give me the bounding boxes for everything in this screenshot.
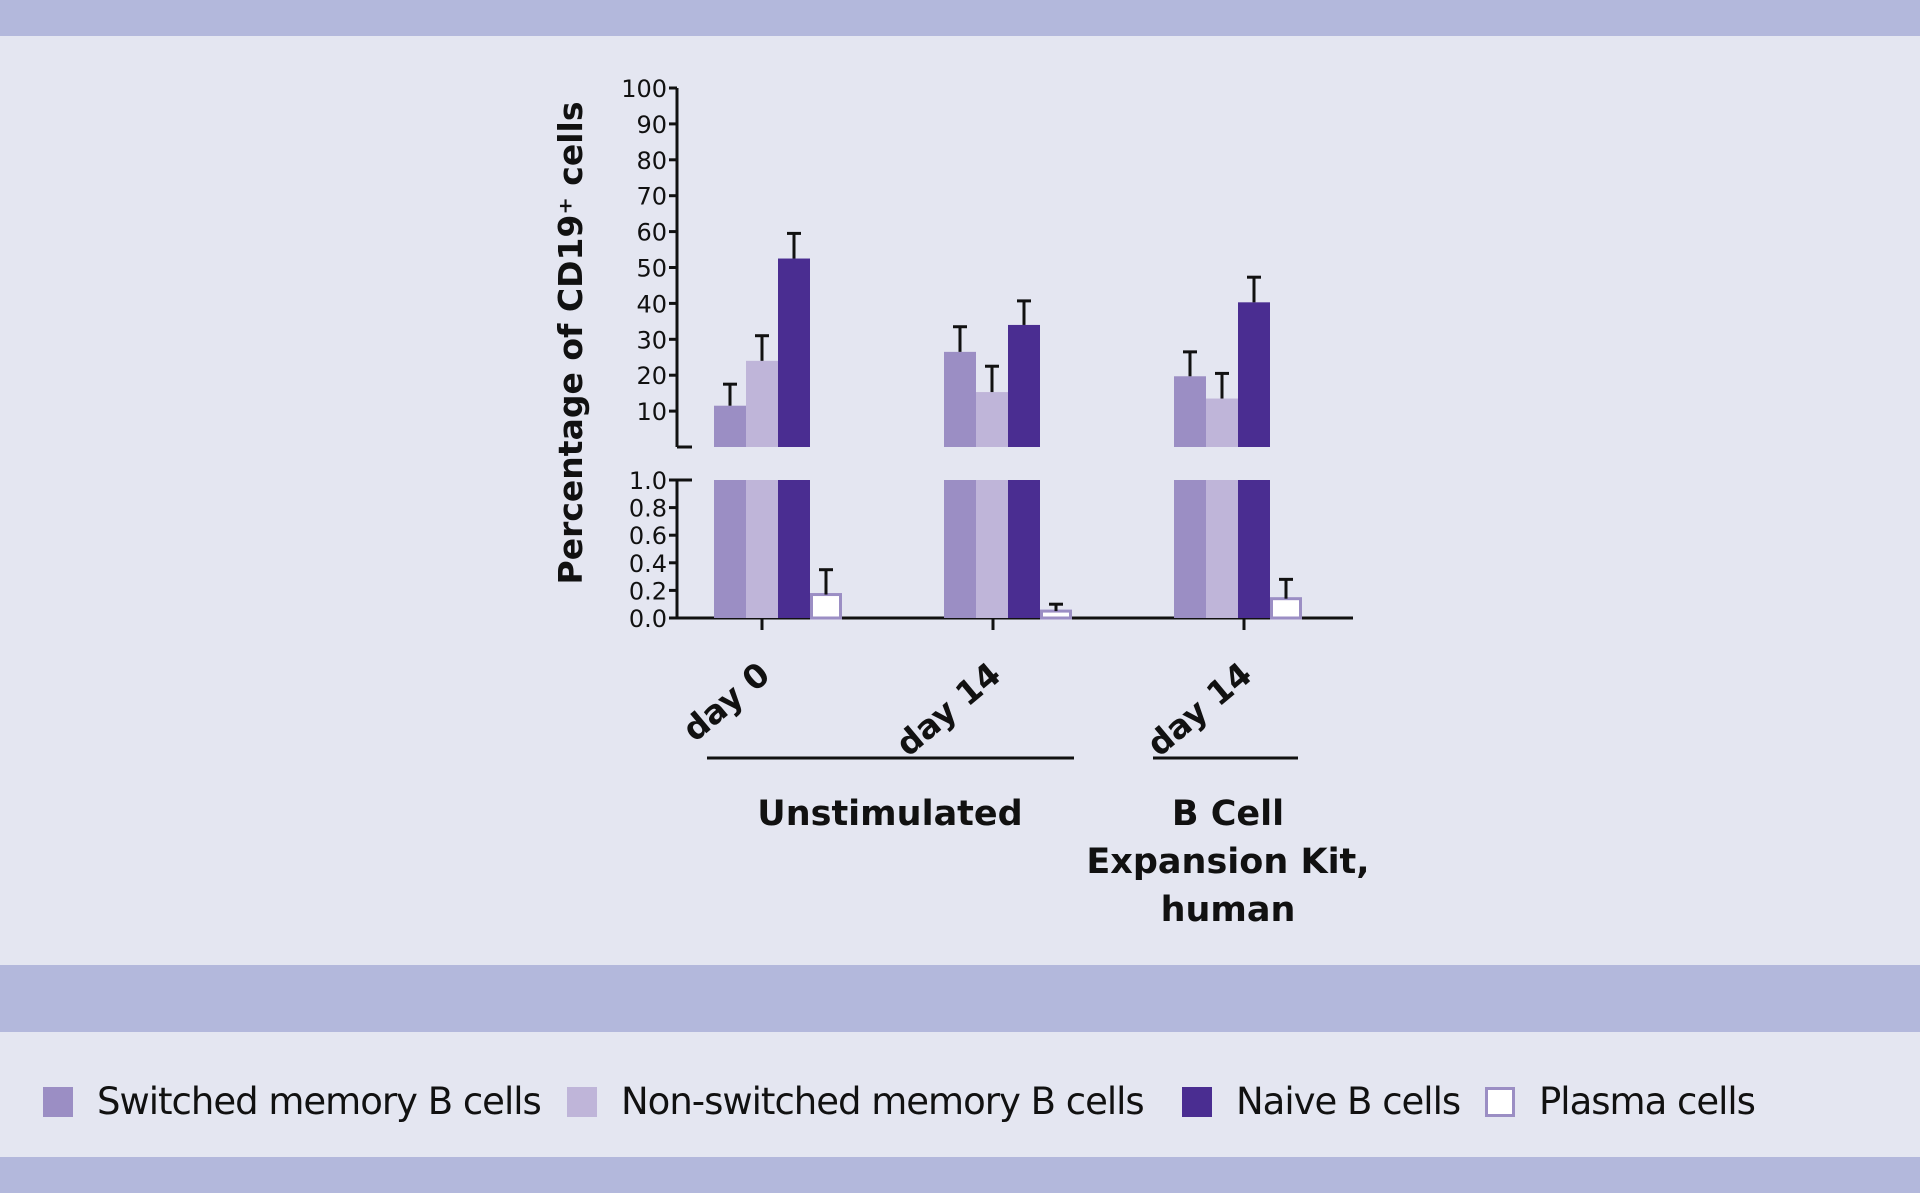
y-tick-label: 0.2 <box>629 577 667 605</box>
bar-upper <box>714 405 746 447</box>
legend-label: Plasma cells <box>1539 1080 1756 1123</box>
y-tick-label: 40 <box>636 290 667 318</box>
legend-label: Naive B cells <box>1236 1080 1461 1123</box>
bar-lower <box>944 480 976 618</box>
bottom-band <box>0 1157 1920 1193</box>
bar-plasma <box>1040 609 1072 620</box>
legend-item-plasma: Plasma cells <box>1485 1080 1756 1123</box>
y-tick-label: 100 <box>621 75 667 103</box>
bar-lower <box>1008 480 1040 618</box>
y-tick-label: 50 <box>636 255 667 283</box>
y-tick-label: 0.0 <box>629 605 667 633</box>
legend-swatch <box>567 1086 597 1117</box>
y-tick-label: 60 <box>636 219 667 247</box>
y-tick-label: 10 <box>636 398 667 426</box>
bar-upper <box>944 351 976 447</box>
bar-upper <box>976 392 1008 447</box>
legend-swatch <box>43 1086 73 1117</box>
middle-band <box>0 965 1920 1032</box>
bar-upper <box>1238 302 1270 447</box>
y-axis-label: Percentage of CD19⁺ cells <box>551 102 590 585</box>
bar-lower <box>746 480 778 618</box>
x-tick-label: day 0 <box>675 654 777 749</box>
y-tick-label: 20 <box>636 362 667 390</box>
y-tick-label: 70 <box>636 183 667 211</box>
bar-lower <box>714 480 746 618</box>
y-tick-label: 0.8 <box>629 495 667 523</box>
legend-item-switched-memory: Switched memory B cells <box>43 1080 542 1123</box>
bar-plasma <box>1270 597 1302 620</box>
y-tick-label: 0.6 <box>629 522 667 550</box>
group-label-kit-line-1: B Cell <box>1172 794 1284 834</box>
legend-label: Switched memory B cells <box>97 1080 542 1123</box>
y-tick-label: 30 <box>636 326 667 354</box>
legend: Switched memory B cells Non-switched mem… <box>0 1032 1920 1157</box>
x-tick-label: day 14 <box>1139 654 1259 763</box>
bar-upper <box>1174 376 1206 447</box>
bar-chart: Percentage of CD19⁺ cells 10 20 30 40 50 60 70… <box>551 75 1370 930</box>
group-label-kit-line-3: human <box>1161 890 1296 930</box>
group-label-unstimulated: Unstimulated <box>757 794 1022 834</box>
legend-item-naive: Naive B cells <box>1182 1080 1461 1123</box>
x-tick-label: day 14 <box>888 654 1008 763</box>
bar-upper <box>746 360 778 447</box>
bar-upper <box>778 258 810 447</box>
bar-lower <box>1174 480 1206 618</box>
legend-swatch <box>1182 1086 1212 1117</box>
bar-upper <box>1008 324 1040 447</box>
bar-lower <box>976 480 1008 618</box>
top-band <box>0 0 1920 36</box>
y-tick-label: 0.4 <box>629 550 667 578</box>
y-tick-label: 1.0 <box>629 467 667 495</box>
y-tick-label: 80 <box>636 147 667 175</box>
bar-lower <box>1206 480 1238 618</box>
bar-lower <box>778 480 810 618</box>
y-tick-label: 90 <box>636 111 667 139</box>
bar-upper <box>1206 398 1238 447</box>
bar-plasma <box>810 593 842 620</box>
bar-lower <box>1238 480 1270 618</box>
legend-item-non-switched-memory: Non-switched memory B cells <box>567 1080 1145 1123</box>
group-label-kit-line-2: Expansion Kit, <box>1086 842 1369 882</box>
legend-label: Non-switched memory B cells <box>621 1080 1145 1123</box>
legend-swatch <box>1485 1086 1515 1117</box>
